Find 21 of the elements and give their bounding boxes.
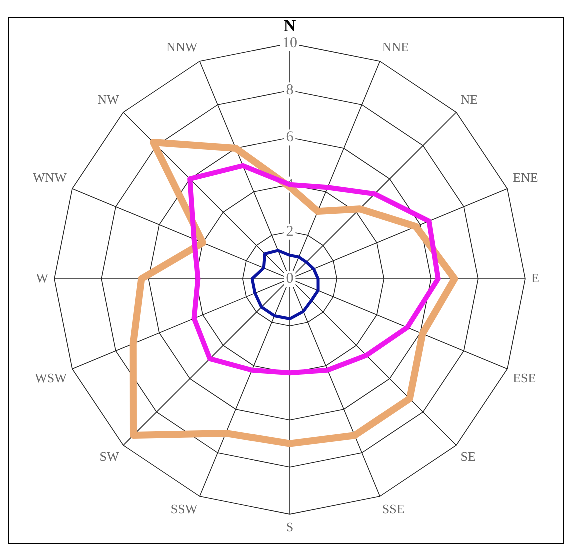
spoke-label: SW [100, 448, 120, 464]
spoke-label: ENE [513, 170, 538, 186]
y-tick-label: 8 [286, 82, 294, 99]
spoke-label: NNE [382, 40, 410, 55]
spoke-label: N [284, 16, 297, 36]
y-tick-label: 2 [286, 224, 294, 240]
y-tick-label: 6 [286, 130, 294, 146]
y-tick-label: 0 [286, 270, 294, 287]
spoke-label: ESE [513, 370, 536, 386]
spoke-label: WNW [32, 170, 68, 186]
spoke-label: WSW [35, 370, 68, 386]
y-tick-label: 10 [282, 35, 298, 52]
spoke-label: NE [460, 92, 478, 107]
spoke-label: S [286, 520, 294, 535]
spoke-label: SSE [382, 501, 405, 516]
spoke-label: NNW [166, 40, 198, 55]
spoke-label: SE [460, 448, 476, 464]
spoke-label: W [36, 270, 50, 286]
spoke-label: NW [98, 92, 120, 107]
spoke-label: SSW [170, 501, 198, 516]
spoke-label: E [531, 270, 540, 286]
